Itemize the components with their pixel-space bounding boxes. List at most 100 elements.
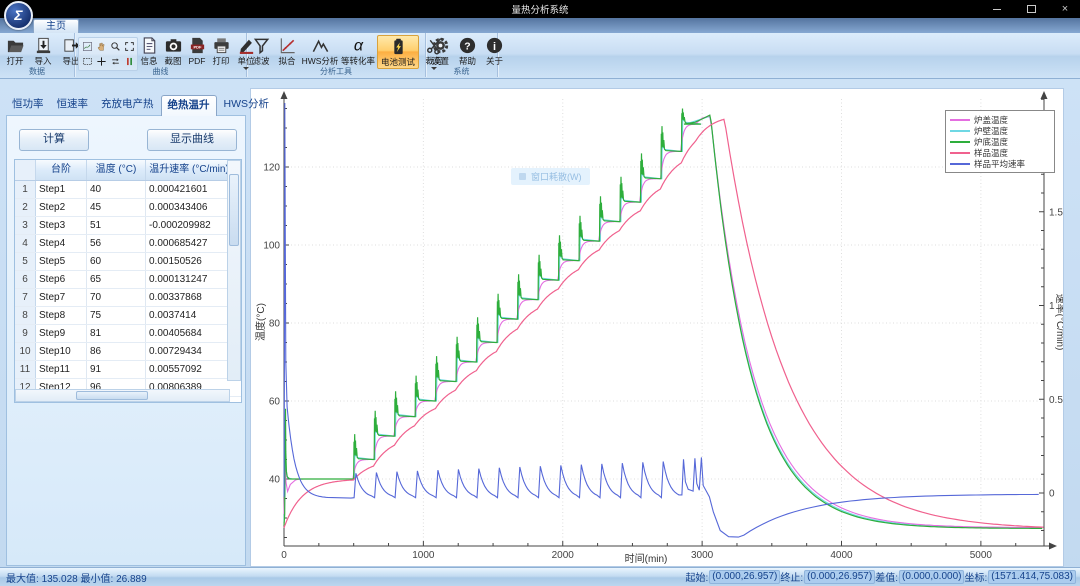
gear-icon: [432, 37, 449, 54]
table-row[interactable]: 7 Step7 70 0.00337868: [15, 289, 241, 307]
info-doc-icon: [143, 37, 155, 54]
ribbon-group-3: 分析工具 滤波 拟合 HWS分析 α 等转化率 电池测试 裁剪: [247, 33, 443, 77]
dissipation-overlay: 窗口耗散(W): [511, 168, 590, 185]
min-value: 26.889: [116, 574, 147, 585]
sidebar-panel: 计算 显示曲线 台阶 温度 (°C) 温升速率 (°C/min) 1 Step1 40 0.…: [6, 115, 246, 566]
overlay-checkbox[interactable]: [519, 173, 526, 180]
crosshair-tool[interactable]: [94, 54, 108, 69]
box-select-icon: [82, 58, 92, 65]
help-icon: ?: [459, 37, 476, 54]
table-row[interactable]: 10 Step10 86 0.00729434: [15, 343, 241, 361]
chart-area: 40608010012000.511.520100020003000400050…: [250, 88, 1067, 567]
table-row[interactable]: 3 Step3 51 -0.000209982: [15, 217, 241, 235]
ribbon-button-pdf[interactable]: PDF PDF: [186, 35, 208, 67]
steps-table: 台阶 温度 (°C) 温升速率 (°C/min) 1 Step1 40 0.00042160…: [14, 159, 242, 403]
alpha-icon: α: [353, 37, 363, 55]
curve-small-toolbar: [78, 37, 138, 71]
ribbon-button-filter[interactable]: 滤波: [249, 35, 273, 67]
ribbon-button-alpha[interactable]: α 等转化率: [341, 36, 376, 66]
ribbon-button-unit-pen[interactable]: 单位: [234, 35, 258, 71]
svg-text:0.5: 0.5: [1049, 395, 1063, 406]
table-row[interactable]: 8 Step8 75 0.0037414: [15, 307, 241, 325]
minimize-button[interactable]: [990, 0, 1004, 18]
max-value: 135.028: [41, 574, 78, 585]
legend-item: 样品平均速率: [950, 158, 1050, 169]
tab-home[interactable]: 主页: [33, 19, 79, 34]
ribbon-button-info-doc[interactable]: 信息: [138, 35, 160, 67]
pan-hand-icon: [97, 42, 104, 51]
right-axis-label: 速率(°C/min): [1054, 294, 1063, 351]
table-vertical-scrollbar[interactable]: [227, 160, 241, 381]
table-header-row: 台阶 温度 (°C) 温升速率 (°C/min): [15, 160, 241, 181]
import-icon: [36, 37, 50, 54]
curve-tool-icon: [82, 42, 92, 51]
calculate-button[interactable]: 计算: [19, 129, 89, 151]
svg-text:1.5: 1.5: [1049, 207, 1063, 218]
swap-axes-tool[interactable]: [108, 54, 122, 69]
svg-text:40: 40: [269, 475, 281, 486]
ribbon-button-about[interactable]: i 关于: [482, 35, 507, 67]
ribbon-button-camera[interactable]: 截图: [162, 35, 184, 67]
ribbon-button-folder-open[interactable]: 打开: [2, 35, 28, 67]
table-row[interactable]: 6 Step6 65 0.000131247: [15, 271, 241, 289]
sidebar-tab-HWS分析[interactable]: HWS分析: [223, 98, 270, 110]
markers-tool[interactable]: [122, 54, 136, 69]
legend-item: 样品温度: [950, 147, 1050, 158]
sidebar-tab-恒功率[interactable]: 恒功率: [12, 98, 44, 110]
pan-hand-tool[interactable]: [94, 39, 108, 54]
battery-icon: [393, 38, 403, 55]
ribbon: 数据 打开 导入 导出 曲线 信息 截图 PDF PDF 打印 单位 分析工具 滤波 拟合 HWS分析 α 等转…: [0, 33, 1080, 79]
svg-text:120: 120: [263, 163, 280, 174]
status-bar: 最大值: 135.028 最小值: 26.889 起始: (0.000,26.95…: [0, 567, 1080, 586]
table-row[interactable]: 4 Step4 56 0.000685427: [15, 235, 241, 253]
window-title: 量热分析系统: [511, 5, 569, 16]
svg-text:5000: 5000: [970, 550, 993, 561]
series-sample-temp: [283, 118, 1044, 528]
window-controls: ×: [990, 0, 1072, 18]
ribbon-button-hws[interactable]: HWS分析: [301, 35, 339, 67]
ribbon-button-help[interactable]: ? 帮助: [455, 35, 480, 67]
ribbon-button-battery[interactable]: 电池测试: [377, 35, 419, 69]
ribbon-button-export[interactable]: 导出: [58, 35, 84, 67]
svg-text:0: 0: [281, 550, 287, 561]
ribbon-button-fit[interactable]: 拟合: [275, 35, 299, 67]
legend-item: 炉底温度: [950, 136, 1050, 147]
fit-icon: [280, 38, 295, 54]
ribbon-button-printer[interactable]: 打印: [210, 35, 232, 67]
svg-text:0: 0: [1049, 489, 1055, 500]
status-终止: 终止: (0.000,26.957): [780, 569, 876, 584]
dropdown-arrow-icon: [431, 67, 437, 70]
table-horizontal-scrollbar[interactable]: [15, 389, 230, 402]
left-axis-label: 温度(°C): [254, 303, 267, 341]
ribbon-group-label: 数据: [29, 67, 45, 76]
table-row[interactable]: 9 Step9 81 0.00405684: [15, 325, 241, 343]
sidebar-tab-绝热温升[interactable]: 绝热温升: [160, 95, 217, 116]
maximize-button[interactable]: [1024, 0, 1038, 18]
camera-icon: [165, 39, 181, 52]
svg-text:PDF: PDF: [193, 44, 202, 49]
x-axis-label: 时间(min): [625, 552, 668, 565]
sidebar-tab-充放电产热[interactable]: 充放电产热: [101, 98, 154, 110]
table-row[interactable]: 1 Step1 40 0.000421601: [15, 181, 241, 199]
ribbon-button-import[interactable]: 导入: [30, 35, 56, 67]
box-select-tool[interactable]: [80, 54, 94, 69]
pdf-icon: PDF: [190, 37, 204, 54]
ribbon-button-gear[interactable]: 设置: [428, 35, 453, 67]
hws-icon: [312, 39, 328, 53]
zoom-extents-tool[interactable]: [122, 39, 136, 54]
legend-item: 炉壁温度: [950, 125, 1050, 136]
printer-icon: [213, 38, 229, 54]
zoom-tool[interactable]: [108, 39, 122, 54]
curve-tool-tool[interactable]: [80, 39, 94, 54]
table-row[interactable]: 11 Step11 91 0.00557092: [15, 361, 241, 379]
zoom-icon: [110, 42, 120, 51]
table-row[interactable]: 5 Step5 60 0.00150526: [15, 253, 241, 271]
markers-icon: [126, 57, 132, 66]
close-button[interactable]: ×: [1061, 3, 1069, 15]
table-row[interactable]: 2 Step2 45 0.000343406: [15, 199, 241, 217]
show-curve-button[interactable]: 显示曲线: [147, 129, 237, 151]
svg-text:?: ?: [464, 41, 470, 52]
sidebar-tab-恒速率[interactable]: 恒速率: [56, 98, 89, 110]
svg-text:2000: 2000: [552, 550, 575, 561]
svg-text:α: α: [353, 37, 363, 55]
